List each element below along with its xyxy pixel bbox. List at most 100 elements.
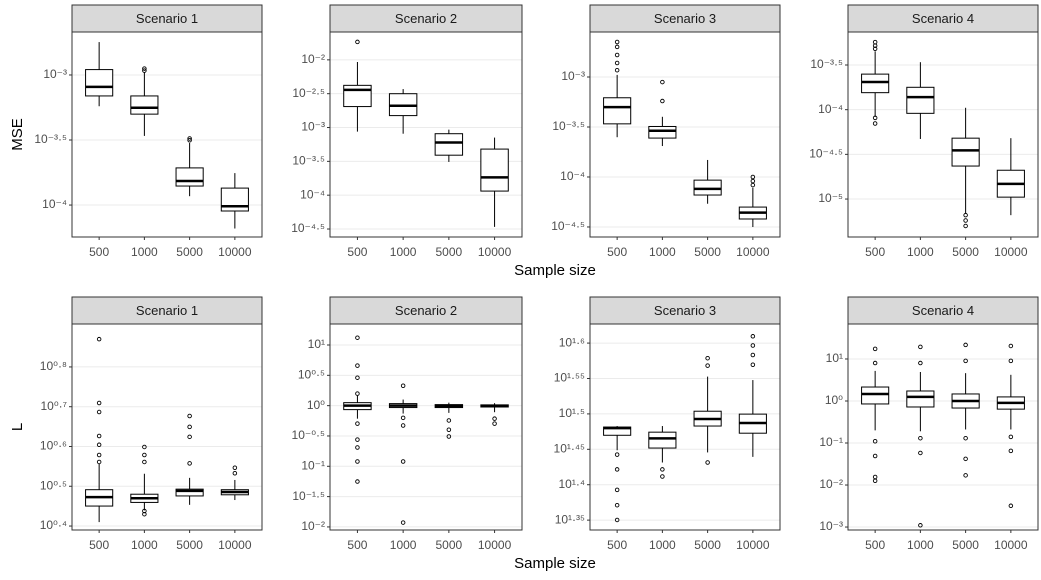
box: [434, 133, 464, 156]
y-tick-label: 10¹·³⁵: [555, 512, 585, 526]
outlier: [614, 39, 620, 45]
y-tick-label: 10⁰: [825, 393, 843, 407]
x-tick-label: 500: [347, 538, 367, 552]
box: [130, 95, 159, 115]
outlier: [355, 421, 360, 426]
plot-border: [847, 31, 1039, 238]
plot-border: [589, 323, 781, 531]
outlier: [232, 465, 238, 471]
x-tick-label: 10000: [736, 538, 770, 552]
outlier: [963, 473, 968, 478]
outlier: [963, 223, 968, 229]
y-tick-label: 10⁰·⁵: [298, 367, 325, 381]
outlier: [142, 68, 147, 73]
outlier: [400, 415, 406, 421]
strip: [71, 296, 263, 325]
outlier: [96, 400, 102, 406]
x-tick-label: 10000: [218, 538, 252, 552]
strip: [847, 296, 1039, 325]
box: [85, 69, 114, 97]
outlier: [142, 452, 147, 458]
y-tick-label: 10¹·⁵: [559, 406, 585, 420]
plot-border: [329, 31, 523, 238]
outlier: [355, 375, 360, 380]
x-tick-label: 5000: [176, 538, 203, 552]
x-tick-label: 1000: [390, 538, 417, 552]
outlier: [614, 60, 620, 66]
outlier: [355, 437, 360, 442]
outlier: [355, 459, 360, 464]
outlier: [918, 450, 923, 456]
x-tick-label: 10000: [478, 538, 512, 552]
y-tick-label: 10⁻¹: [301, 458, 325, 472]
outlier: [187, 461, 192, 466]
outlier: [187, 424, 192, 430]
outlier: [614, 502, 620, 508]
outlier: [660, 467, 665, 472]
plot-area: [590, 32, 780, 237]
outlier: [142, 66, 147, 71]
outlier: [872, 43, 878, 48]
y-tick-label: 10⁻²: [819, 477, 843, 491]
y-tick-label: 10⁻¹·⁵: [292, 489, 325, 503]
plot-border: [589, 31, 781, 238]
strip: [589, 4, 781, 33]
outlier: [400, 423, 406, 428]
x-tick-label: 1000: [649, 245, 676, 259]
box: [175, 167, 204, 187]
x-tick-label: 10000: [218, 245, 252, 259]
box: [343, 84, 372, 108]
outlier: [96, 442, 102, 448]
box: [648, 431, 677, 449]
x-axis-title: Sample size: [514, 555, 596, 572]
outlier: [872, 46, 878, 52]
y-tick-label: 10⁻³: [819, 519, 843, 533]
x-axis-title: Sample size: [514, 262, 596, 279]
plot-border: [71, 323, 263, 531]
outlier: [963, 212, 968, 218]
x-tick-label: 10000: [478, 245, 512, 259]
outlier: [446, 418, 452, 423]
outlier: [614, 67, 620, 73]
box: [951, 137, 980, 167]
x-tick-label: 5000: [694, 245, 721, 259]
outlier: [614, 452, 620, 457]
y-tick-label: 10⁰·⁶: [40, 439, 67, 453]
outlier: [660, 98, 665, 104]
y-tick-label: 10¹·⁴: [559, 477, 586, 491]
outlier: [872, 478, 878, 484]
y-tick-label: 10⁻³·⁵: [810, 57, 843, 71]
strip: [847, 4, 1039, 33]
outlier: [142, 459, 147, 465]
outlier: [614, 517, 620, 523]
outlier: [1008, 503, 1014, 509]
outlier: [872, 121, 878, 126]
y-tick-label: 10⁻²: [301, 519, 325, 533]
y-tick-label: 10⁻⁴·⁵: [809, 147, 843, 161]
x-tick-label: 500: [865, 538, 885, 552]
outlier: [96, 452, 102, 458]
outlier: [963, 358, 968, 364]
box: [861, 386, 890, 405]
outlier: [187, 413, 192, 419]
y-axis-title: L: [9, 423, 26, 431]
x-tick-label: 1000: [131, 245, 158, 259]
x-tick-label: 5000: [952, 245, 979, 259]
y-tick-label: 10¹: [826, 351, 843, 365]
y-tick-label: 10⁻²: [301, 52, 325, 66]
x-tick-label: 5000: [694, 538, 721, 552]
x-tick-label: 500: [607, 245, 627, 259]
strip: [329, 4, 523, 33]
outlier: [492, 416, 497, 421]
y-tick-label: 10¹·⁶: [559, 335, 585, 349]
y-tick-label: 10⁻³·⁵: [552, 119, 585, 133]
outlier: [660, 474, 665, 479]
box: [861, 73, 890, 94]
x-tick-label: 1000: [390, 245, 417, 259]
y-tick-label: 10⁻⁴: [818, 102, 843, 116]
panel-title: Scenario 3: [654, 11, 716, 26]
box: [693, 179, 722, 196]
y-tick-label: 10⁻⁰·⁵: [292, 428, 325, 442]
x-tick-label: 1000: [907, 245, 934, 259]
